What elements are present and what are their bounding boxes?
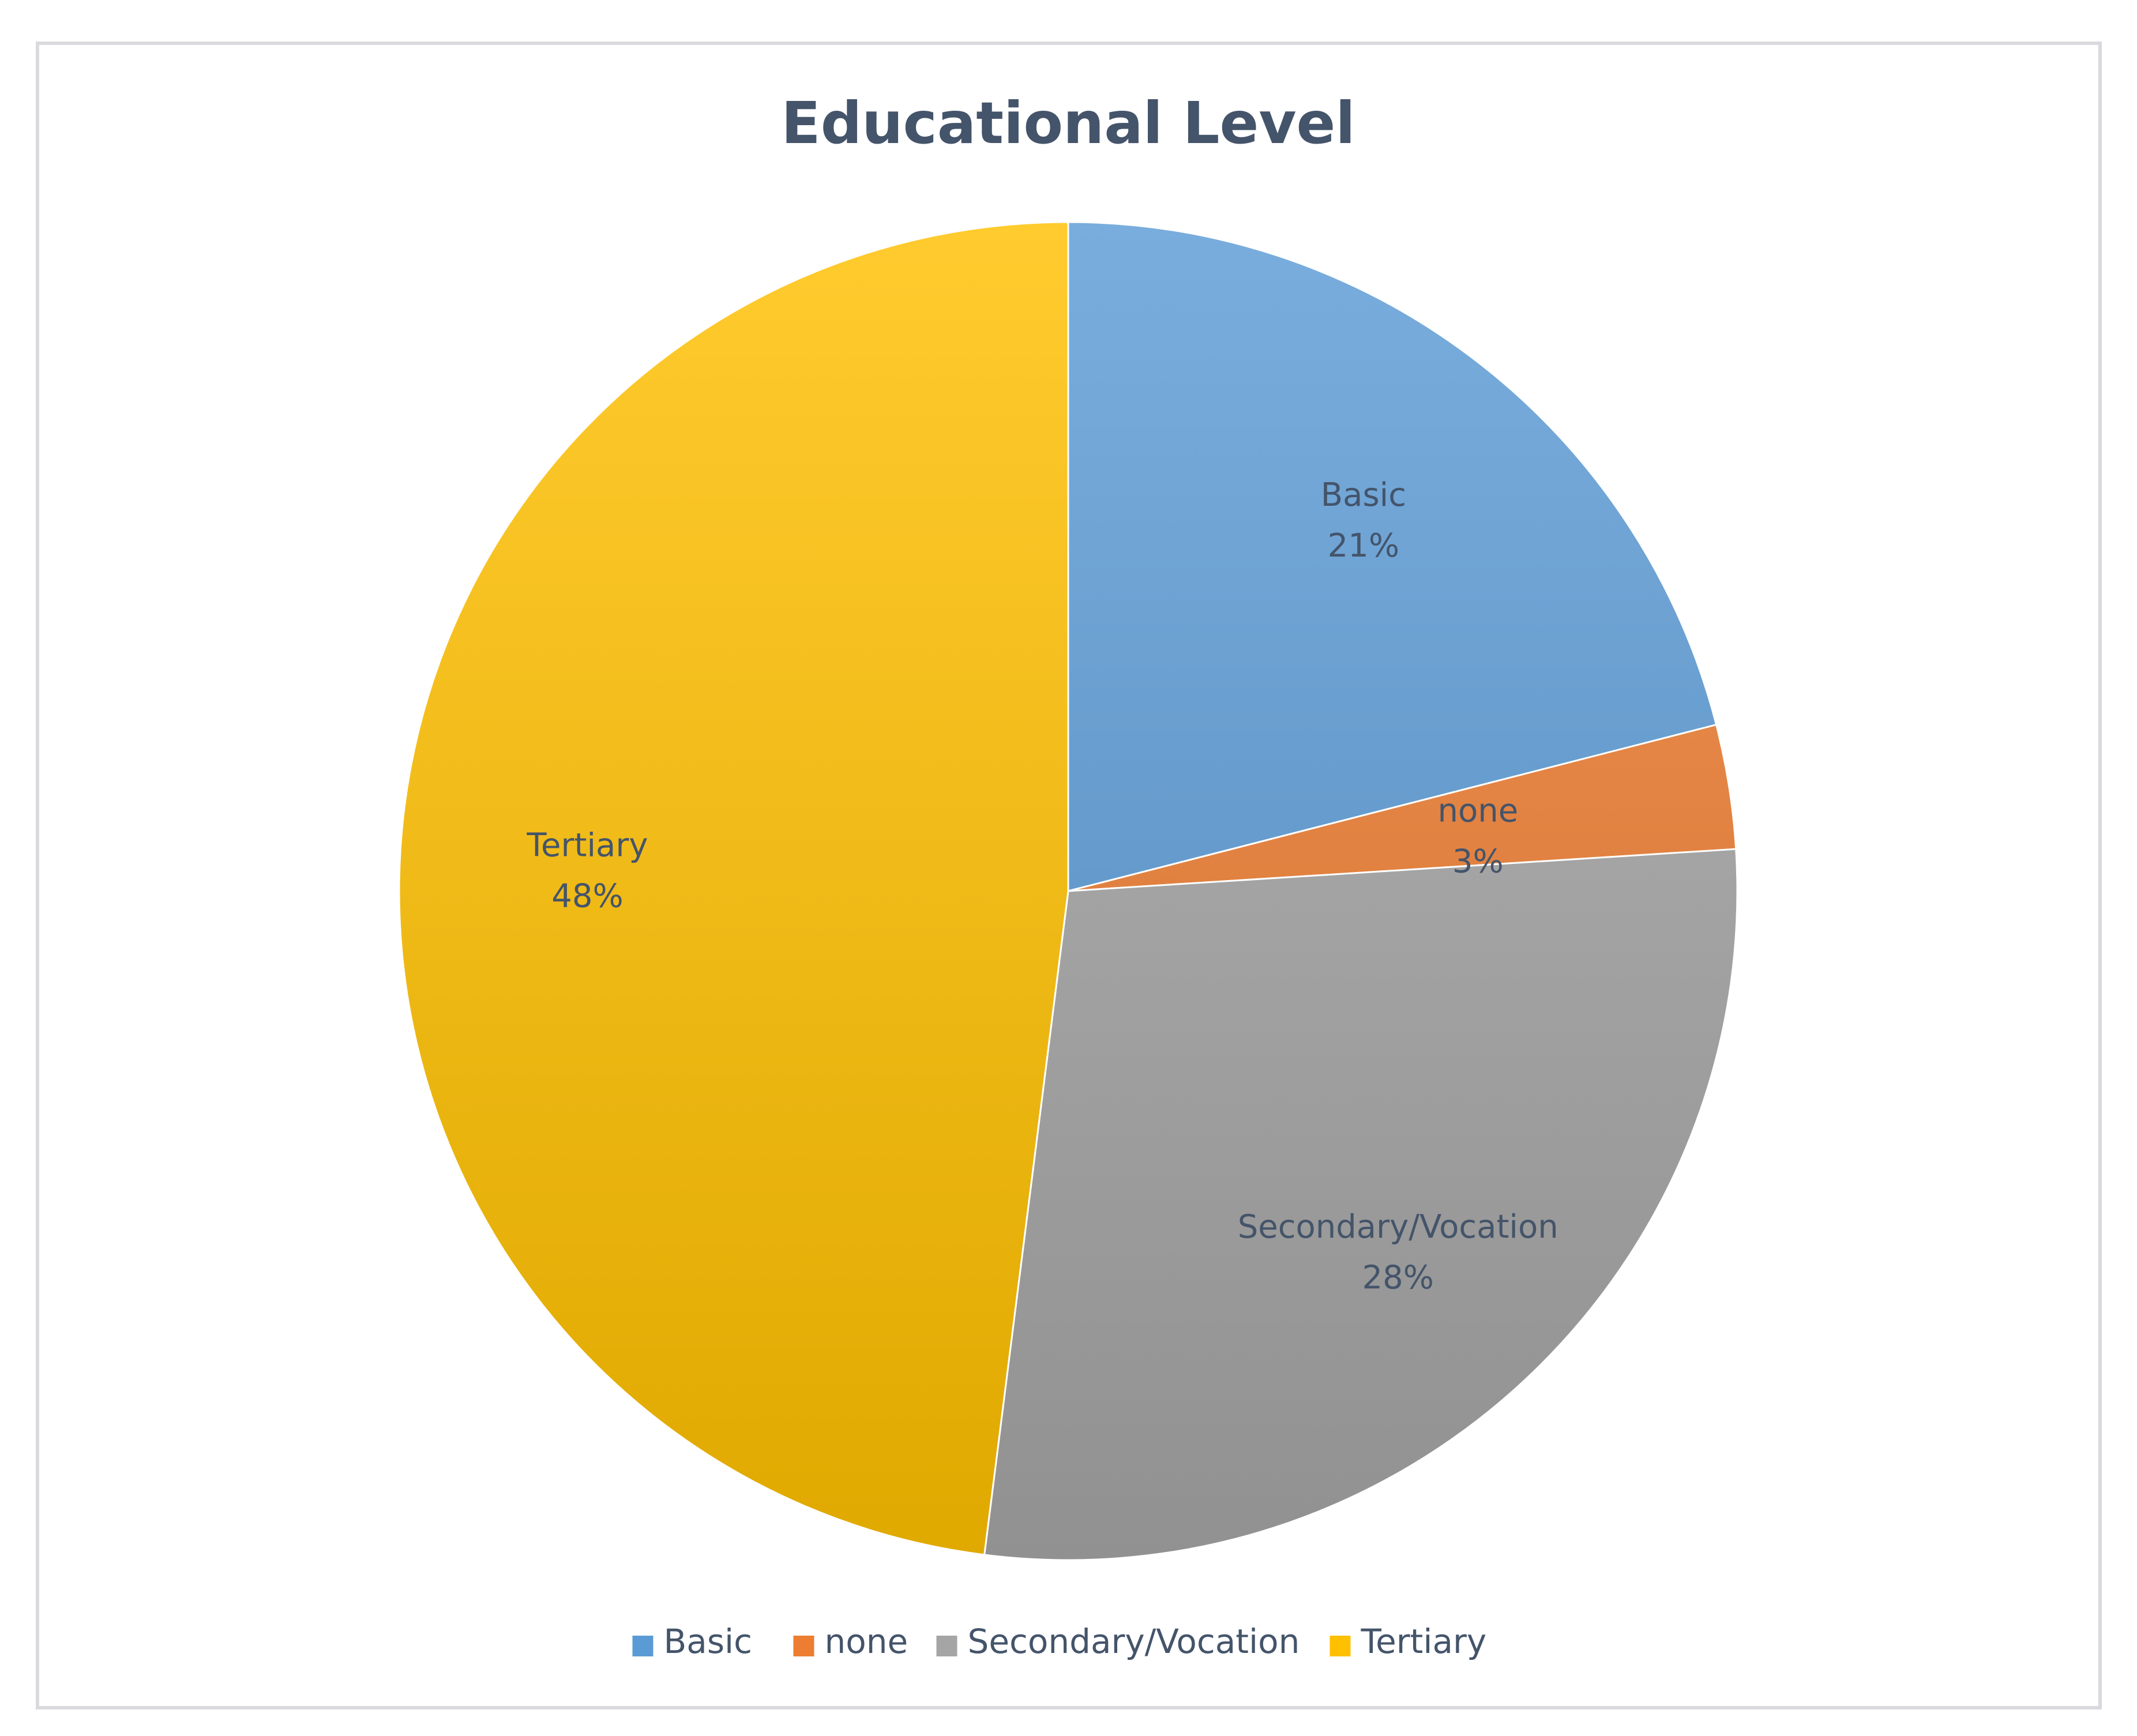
legend-label-none: none <box>825 1622 908 1661</box>
chart-title: Educational Level <box>781 89 1355 157</box>
legend-label-secondary-vocation: Secondary/Vocation <box>968 1622 1300 1661</box>
legend-swatch-tertiary <box>1329 1636 1351 1656</box>
data-label-value-secondary-vocation: 28% <box>1362 1259 1433 1297</box>
data-label-category-basic: Basic <box>1321 476 1406 514</box>
pie-slice-tertiary <box>398 221 1069 1556</box>
data-labels: Basic 21% none 3% Secondary/Vocation 28% Terti… <box>526 476 1558 1297</box>
data-label-category-none: none <box>1437 792 1518 829</box>
pie-slice-basic <box>1067 221 1718 892</box>
legend-swatch-basic <box>632 1636 654 1656</box>
legend-swatch-none <box>793 1636 814 1656</box>
data-label-value-none: 3% <box>1452 843 1504 880</box>
legend: Basic none Secondary/Vocation Tertiary <box>632 1622 1487 1661</box>
data-label-category-secondary-vocation: Secondary/Vocation <box>1238 1208 1558 1246</box>
legend-label-basic: Basic <box>664 1622 753 1661</box>
data-label-value-tertiary: 48% <box>551 878 623 915</box>
pie-slice-secondary-vocation <box>983 848 1738 1561</box>
pie-slices <box>398 221 1738 1561</box>
data-label-category-tertiary: Tertiary <box>526 827 648 865</box>
data-label-value-basic: 21% <box>1328 527 1399 565</box>
legend-swatch-secondary-vocation <box>936 1636 957 1656</box>
legend-label-tertiary: Tertiary <box>1361 1622 1487 1661</box>
